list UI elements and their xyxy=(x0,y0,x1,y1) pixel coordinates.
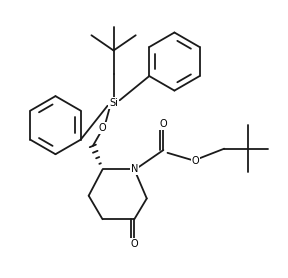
Text: O: O xyxy=(160,119,167,129)
Text: O: O xyxy=(130,239,138,249)
Text: Si: Si xyxy=(109,98,118,108)
Text: O: O xyxy=(191,156,199,166)
Text: N: N xyxy=(131,164,138,174)
Text: O: O xyxy=(99,123,106,133)
